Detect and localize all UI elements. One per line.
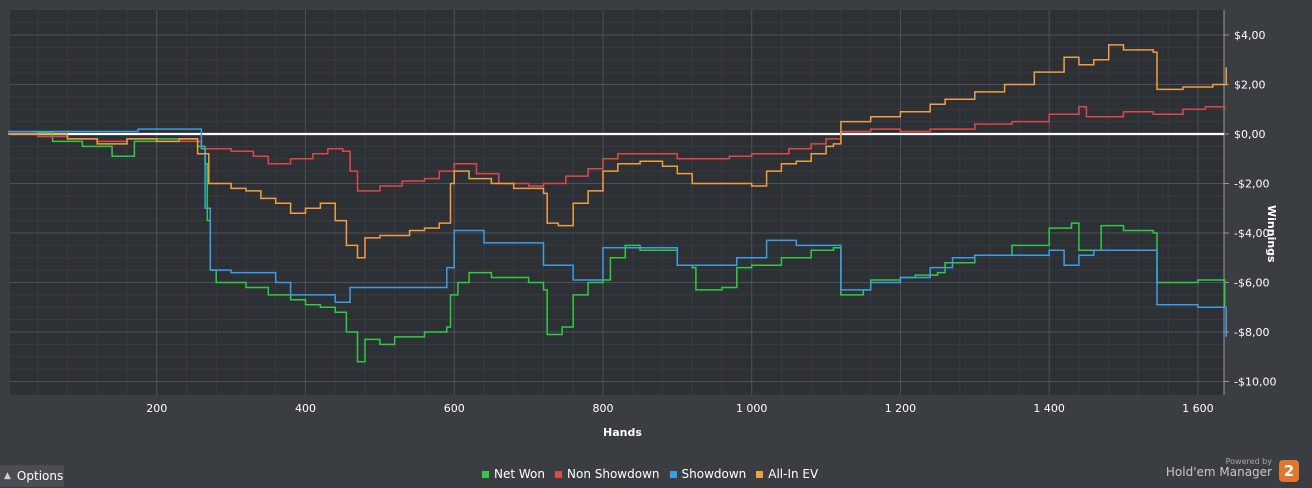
y-tick-label: -$2,00 [1234,178,1269,191]
y-tick-label: -$10,00 [1234,376,1276,389]
series-line-showdown [8,128,1227,337]
y-tick-label: $0,00 [1234,128,1266,141]
x-tick-label: 800 [592,402,613,415]
series-line-all-in-ev [8,44,1227,259]
legend-item-showdown[interactable]: Showdown [669,467,747,481]
y-tick-label: $2,00 [1234,79,1266,92]
brand-name: Hold'em Manager [1165,465,1272,479]
y-axis-ticks: $4,00 $2,00 $0,00 -$2,00 -$4,00 -$6,00 -$8,00 -… [1223,10,1276,395]
major-gridlines [10,10,1224,395]
legend-swatch [669,470,677,478]
legend-swatch [482,470,489,478]
x-axis-ticks: 200 400 600 800 1 000 1 200 1 400 1 600 [146,402,1213,415]
y-tick-label: -$4,00 [1234,227,1269,240]
legend-item-all-in-ev[interactable]: All-In EV [756,467,818,481]
x-tick-label: 1 600 [1182,402,1214,415]
y-tick-label: -$6,00 [1234,277,1269,290]
x-tick-label: 1 000 [736,402,768,415]
x-tick-label: 1 400 [1033,402,1065,415]
powered-by-text: Powered by [1225,457,1272,466]
y-tick-label: $4,00 [1234,29,1266,42]
y-tick-label: -$8,00 [1234,326,1269,339]
plot-area [10,10,1224,395]
x-axis-title: Hands [603,426,642,439]
legend-label: Showdown [681,467,747,481]
legend-label: Net Won [494,467,545,481]
x-tick-label: 600 [444,402,465,415]
x-tick-label: 400 [295,402,316,415]
chevron-up-icon: ▲ [4,471,11,481]
y-axis-title: Winnings [1265,205,1278,263]
x-tick-label: 200 [146,402,167,415]
options-button[interactable]: ▲ Options [0,465,64,487]
legend-item-net-won[interactable]: Net Won [482,467,545,481]
legend-item-non-showdown[interactable]: Non Showdown [555,467,660,481]
hm2-logo-icon: 2 [1279,460,1299,482]
legend-swatch [756,470,764,478]
x-tick-label: 1 200 [885,402,917,415]
legend-label: Non Showdown [567,467,660,481]
legend-label: All-In EV [768,467,819,481]
legend: Net Won Non Showdown Showdown All-In EV [482,467,818,481]
series-layer [8,44,1227,363]
series-line-non-showdown [8,106,1226,192]
options-label: Options [16,469,64,483]
legend-swatch [555,470,562,478]
